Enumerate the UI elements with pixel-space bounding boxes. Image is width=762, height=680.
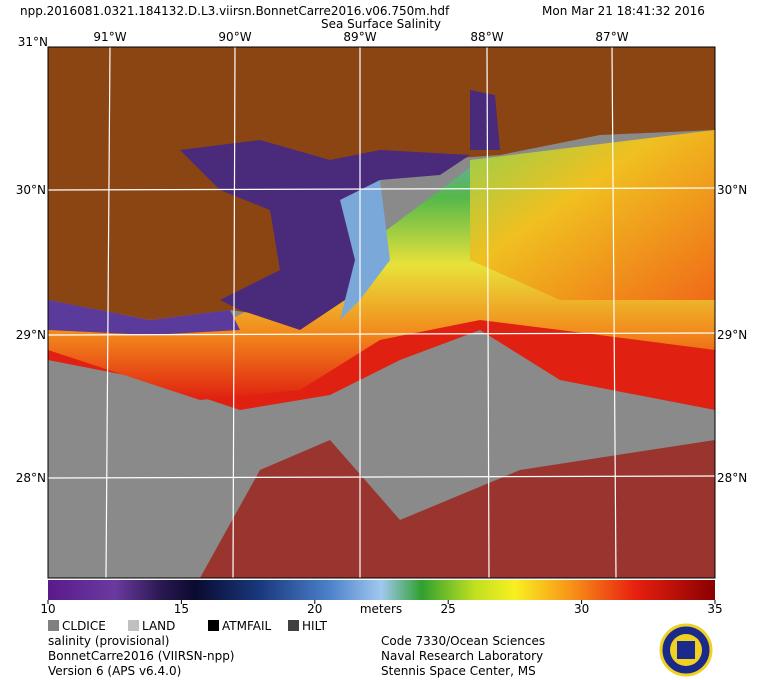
title: Sea Surface Salinity [321, 17, 441, 31]
longitude-label: 87°W [595, 30, 628, 44]
nrl-logo [659, 623, 713, 677]
filename: npp.2016081.0321.184132.D.L3.viirsn.Bonn… [20, 4, 450, 18]
graticule [47, 46, 716, 579]
latitude-label: 30°N [16, 183, 46, 197]
footer-right: Stennis Space Center, MS [381, 664, 536, 678]
longitude-label: 90°W [218, 30, 251, 44]
longitude-label: 89°W [343, 30, 376, 44]
legend-label: CLDICE [62, 619, 106, 633]
legend-swatch [128, 620, 139, 631]
legend-swatch [208, 620, 219, 631]
footer-left: Version 6 (APS v6.4.0) [48, 664, 181, 678]
footer-right: Naval Research Laboratory [381, 649, 543, 663]
colorbar-unit: meters [360, 602, 402, 616]
footer-right: Code 7330/Ocean Sciences [381, 634, 545, 648]
legend: CLDICE LAND ATMFAIL HILT [48, 619, 328, 633]
latitude-label: 29°N [16, 328, 46, 342]
footer-left: salinity (provisional) [48, 634, 169, 648]
footer: salinity (provisional)BonnetCarre2016 (V… [48, 634, 545, 678]
legend-label: LAND [142, 619, 175, 633]
longitude-label: 88°W [470, 30, 503, 44]
map-image [48, 47, 715, 578]
parallel [47, 475, 716, 479]
colorbar-tick-label: 35 [707, 602, 722, 616]
longitude-label: 91°W [93, 30, 126, 44]
meridian [232, 46, 236, 579]
colorbar-ticks: 10 15 20 25 30 35 meters [40, 600, 723, 616]
colorbar [48, 580, 715, 600]
legend-label: ATMFAIL [222, 619, 272, 633]
colorbar-tick-label: 30 [574, 602, 589, 616]
parallel [47, 332, 716, 336]
meridian [486, 46, 490, 579]
latitude-label: 29°N [717, 328, 747, 342]
latitude-label: 30°N [717, 183, 747, 197]
datetime: Mon Mar 21 18:41:32 2016 [542, 4, 705, 18]
latitude-label: 28°N [16, 471, 46, 485]
legend-label: HILT [302, 619, 328, 633]
parallel [47, 187, 716, 191]
colorbar-tick-label: 10 [40, 602, 55, 616]
map-frame [47, 46, 716, 579]
corner-label: 31°N [18, 35, 48, 49]
legend-swatch [288, 620, 299, 631]
meridian [105, 46, 111, 579]
colorbar-tick-label: 15 [174, 602, 189, 616]
latitude-label: 28°N [717, 471, 747, 485]
meridian [611, 46, 617, 579]
colorbar-tick-label: 25 [441, 602, 456, 616]
colorbar-tick-label: 20 [307, 602, 322, 616]
footer-left: BonnetCarre2016 (VIIRSN-npp) [48, 649, 235, 663]
legend-swatch [48, 620, 59, 631]
